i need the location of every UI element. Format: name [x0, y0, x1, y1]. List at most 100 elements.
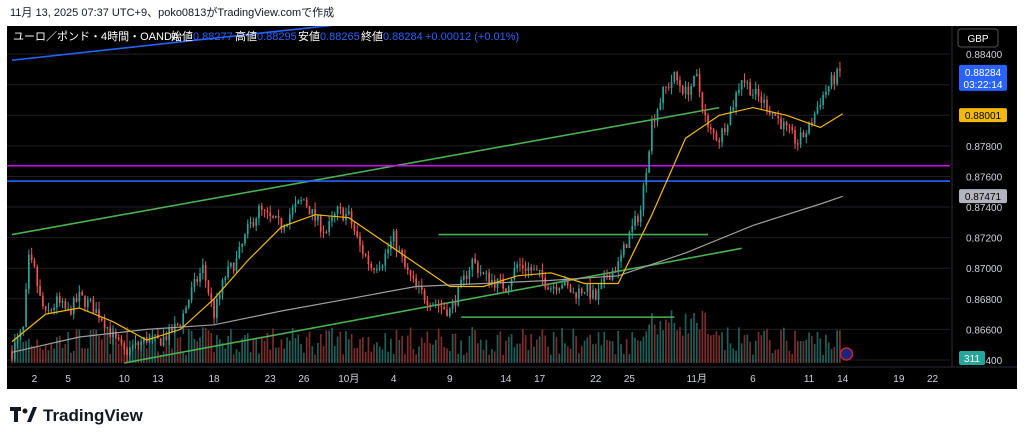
x-tick-label: 4 [391, 374, 397, 385]
candle [827, 86, 830, 92]
volume-bar [578, 353, 580, 363]
volume-bar [816, 332, 819, 363]
volume-bar [356, 347, 359, 363]
volume-bar [693, 312, 695, 363]
volume-bar [78, 329, 81, 363]
candle [782, 122, 785, 130]
volume-bar [263, 340, 266, 363]
volume-bar [564, 343, 566, 363]
volume-bar [768, 340, 771, 363]
volume-bar [218, 339, 221, 363]
candle [238, 246, 241, 258]
volume-bar [471, 327, 474, 363]
volume-bar [44, 345, 47, 363]
candle [499, 278, 502, 280]
volume-bar [16, 337, 19, 363]
candle [171, 327, 173, 333]
volume-bar [743, 335, 746, 363]
candle [255, 218, 258, 227]
candle [656, 109, 659, 122]
volume-bar [244, 334, 246, 363]
candle [56, 296, 58, 308]
price-label-text: 0.88001 [965, 111, 1002, 122]
candle [398, 249, 401, 251]
volume-bar [53, 348, 55, 363]
candle [252, 222, 255, 227]
volume-bar [839, 330, 841, 363]
candle [406, 267, 409, 270]
volume-bar [64, 344, 67, 363]
candle [631, 225, 634, 233]
candle [816, 106, 819, 114]
volume-bar [303, 352, 305, 363]
candle [521, 265, 524, 269]
candle [185, 307, 187, 314]
volume-bar [353, 348, 356, 363]
volume-bar [746, 334, 749, 363]
candle [244, 234, 246, 244]
candle [165, 336, 168, 340]
candlestick-chart[interactable]: 0.884000.882000.880000.878000.876000.874… [7, 26, 1017, 389]
volume-bar [190, 331, 193, 363]
candle [339, 206, 342, 209]
y-tick-label: 0.86800 [966, 295, 1003, 306]
candle [373, 268, 375, 270]
volume-bar [754, 340, 757, 363]
volume-bar [622, 354, 625, 363]
x-tick-label: 9 [447, 374, 453, 385]
y-tick-label: 0.86600 [966, 325, 1003, 336]
volume-bar [266, 332, 269, 363]
candle [634, 216, 636, 226]
volume-bar [89, 329, 92, 363]
volume-bar [580, 345, 583, 363]
volume-bar [283, 348, 286, 363]
candle [488, 272, 490, 285]
volume-bar [822, 354, 824, 363]
candle [227, 266, 229, 278]
volume-bar [614, 354, 617, 363]
volume-bar [752, 354, 754, 363]
volume-bar [479, 339, 482, 363]
candle [283, 226, 286, 230]
candle [274, 216, 277, 218]
volume-bar [608, 340, 611, 363]
volume-bar [611, 341, 614, 363]
volume-bar [185, 354, 187, 363]
volume-bar [530, 334, 533, 363]
timestamp-line: 11月 13, 2025 07:37 UTC+9、poko0813がTradin… [10, 7, 335, 19]
trend-line-0[interactable] [11, 106, 720, 236]
candle [673, 71, 676, 83]
volume-bar [443, 346, 446, 363]
candle [429, 305, 432, 307]
volume-bar [168, 333, 171, 363]
volume-bar [75, 329, 78, 363]
candle [550, 288, 552, 290]
currency-button[interactable]: GBP [957, 28, 999, 48]
volume-bar [412, 348, 415, 363]
uk-flag-icon[interactable] [839, 347, 854, 361]
trend-line-2[interactable] [11, 26, 349, 62]
candle [401, 249, 403, 257]
volume-bar [782, 327, 785, 363]
volume-bar [165, 342, 168, 363]
candle [446, 309, 448, 316]
volume-bar [690, 318, 693, 363]
candle [333, 213, 336, 218]
candle [724, 128, 726, 133]
candle [241, 243, 243, 247]
candle [92, 299, 95, 314]
volume-bar [378, 346, 381, 363]
candle [805, 133, 808, 138]
candle [738, 89, 740, 93]
tradingview-mark-icon [10, 407, 37, 422]
chart-panel[interactable]: 0.884000.882000.880000.878000.876000.874… [7, 26, 1017, 389]
candle [597, 289, 600, 300]
volume-bar [628, 353, 631, 363]
volume-bar [322, 346, 325, 363]
candle [780, 118, 782, 130]
candle [625, 244, 628, 248]
volume-bar [117, 343, 120, 363]
candle [376, 269, 378, 271]
candle [347, 211, 350, 214]
volume-bar [597, 332, 600, 363]
